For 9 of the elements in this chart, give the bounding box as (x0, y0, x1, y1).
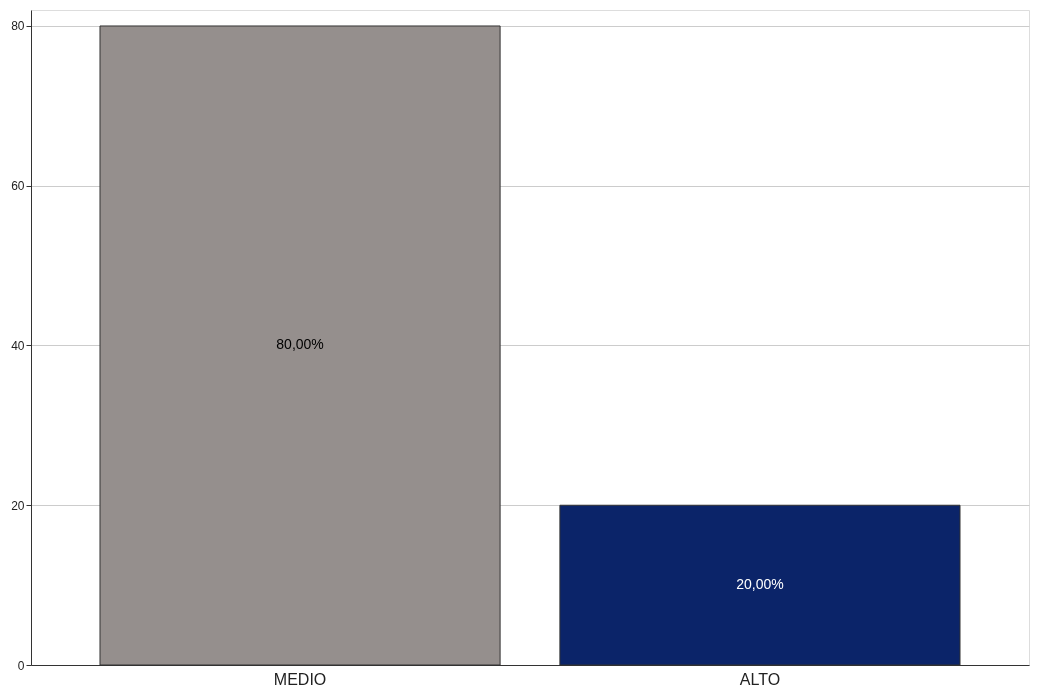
y-tick-label: 40 (11, 338, 25, 353)
y-tick-label: 60 (11, 179, 25, 194)
y-tick-label: 20 (11, 498, 25, 513)
y-tick-label: 0 (17, 658, 25, 673)
y-tick-label: 80 (11, 19, 25, 34)
x-tick-label: MEDIO (273, 670, 327, 688)
data-label: 20,00% (736, 576, 784, 593)
data-label: 80,00% (276, 336, 324, 353)
x-tick-label: ALTO (739, 670, 781, 688)
